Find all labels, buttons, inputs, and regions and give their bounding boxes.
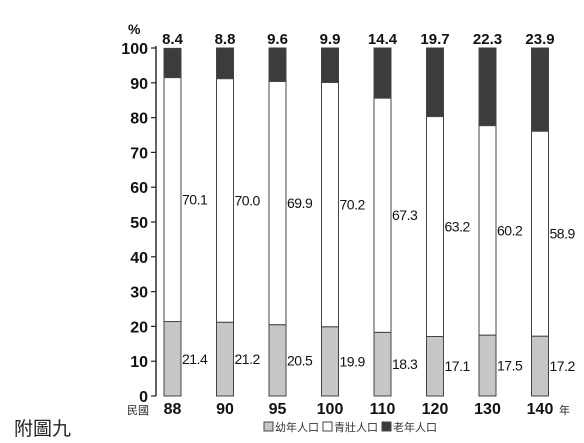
x-tick-label: 95: [269, 401, 287, 418]
data-label: 23.9: [525, 31, 554, 48]
data-label: 70.0: [235, 192, 261, 208]
legend: 幼年人口 青壯人口 老年人口: [263, 420, 437, 434]
y-axis: 0 10 20 30 40 50 60 70 80 90 100%: [121, 21, 157, 406]
bar-segment: [268, 80, 287, 326]
x-axis: 88 90 95 100 110 120 130 140 年 民國: [127, 401, 570, 418]
bar-segment: [268, 324, 287, 397]
bar-segment: [216, 321, 234, 397]
data-label: 17.1: [445, 358, 471, 374]
bar-segment: [426, 335, 444, 397]
bar-segment: [478, 125, 497, 336]
bar-segment: [373, 97, 392, 333]
bar-stacks: [163, 47, 549, 397]
bar-segment: [531, 130, 549, 337]
data-label: 19.7: [420, 31, 449, 48]
x-unit-suffix: 年: [559, 403, 570, 417]
data-label: 9.9: [320, 31, 341, 48]
data-label: 60.2: [497, 222, 523, 238]
bar-segment: [478, 334, 497, 397]
bar-segment: [163, 47, 182, 79]
bar-segment: [321, 326, 339, 397]
y-tick-label: 50: [130, 215, 148, 232]
x-tick-label: 110: [370, 401, 396, 418]
data-label: 22.3: [473, 31, 502, 48]
y-tick-label: 70: [130, 145, 148, 162]
data-label: 17.5: [497, 358, 523, 374]
legend-swatch: [263, 421, 274, 432]
data-label: 58.9: [550, 226, 576, 242]
bar-segment: [478, 47, 497, 127]
bar-segment: [163, 321, 182, 397]
data-label: 63.2: [445, 219, 471, 235]
x-tick-label: 100: [317, 401, 344, 418]
data-label: 14.4: [368, 31, 398, 48]
x-prefix-label: 民國: [127, 404, 149, 417]
y-tick-label: 60: [130, 180, 148, 197]
data-label: 21.2: [235, 351, 261, 367]
bar-segment: [321, 81, 339, 328]
y-tick-label: 80: [130, 111, 148, 128]
data-label: 8.8: [215, 31, 236, 48]
bar-segment: [426, 47, 444, 118]
bar-segment: [531, 47, 549, 132]
bar-segment: [268, 47, 287, 82]
legend-label: 青壯人口: [334, 420, 378, 434]
y-tick-label: 90: [130, 76, 148, 93]
x-tick-label: 90: [216, 401, 234, 418]
legend-swatch: [381, 421, 392, 432]
data-label: 20.5: [287, 352, 313, 368]
y-tick-label: 10: [130, 354, 148, 371]
data-label: 70.1: [182, 192, 208, 208]
data-label: 8.4: [162, 31, 184, 48]
x-tick-label: 130: [474, 401, 501, 418]
y-tick-label: 0: [139, 389, 148, 406]
bar-segment: [426, 116, 444, 337]
y-tick-label: 100: [121, 41, 148, 58]
bar-segment: [531, 335, 549, 397]
data-label: 70.2: [340, 197, 366, 213]
bar-segment: [216, 47, 234, 80]
bar-segment: [163, 77, 182, 323]
x-tick-label: 140: [527, 401, 554, 418]
data-label: 19.9: [340, 353, 366, 369]
data-label: 9.6: [267, 31, 288, 48]
bar-segment: [321, 47, 339, 83]
figure-caption: 附圖九: [14, 418, 72, 440]
data-label: 18.3: [392, 356, 418, 372]
data-label: 17.2: [550, 358, 576, 374]
legend-swatch: [322, 421, 333, 432]
bar-segment: [216, 78, 234, 323]
data-label: 67.3: [392, 207, 418, 223]
bar-segment: [373, 331, 392, 397]
data-label: 21.4: [182, 351, 208, 367]
legend-label: 幼年人口: [275, 420, 319, 434]
y-tick-label: 40: [130, 250, 148, 267]
y-tick-label: 30: [130, 285, 148, 302]
data-labels: 21.4 70.1 8.4 21.2 70.0 8.8 20.5 69.9 9.6 19.9 70.…: [162, 31, 576, 374]
data-label: 69.9: [287, 195, 313, 211]
bar-segment: [373, 47, 392, 99]
x-tick-label: 120: [422, 401, 449, 418]
legend-label: 老年人口: [393, 420, 437, 434]
y-unit-label: %: [128, 21, 141, 37]
x-tick-label: 88: [164, 401, 182, 418]
y-tick-label: 20: [130, 319, 148, 336]
